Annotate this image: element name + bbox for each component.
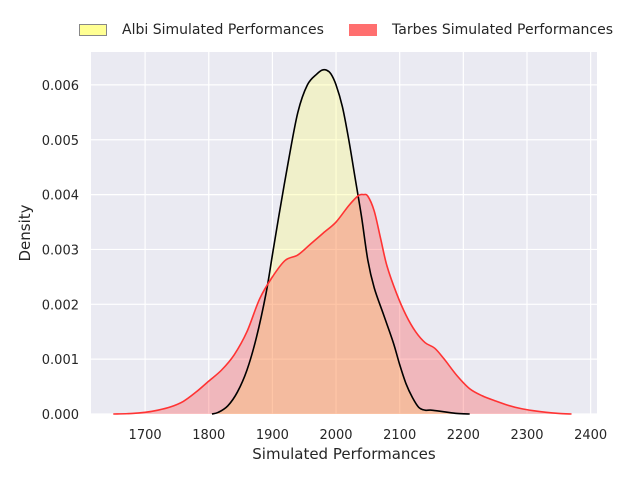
x-tick-label: 1800 xyxy=(192,428,225,443)
x-axis-label: Simulated Performances xyxy=(252,445,436,463)
x-tick-label: 2000 xyxy=(319,428,352,443)
x-tick-label: 2100 xyxy=(383,428,416,443)
y-tick-label: 0.002 xyxy=(42,298,79,313)
y-tick-label: 0.003 xyxy=(42,243,79,258)
y-axis-label: Density xyxy=(16,204,34,261)
legend-label-albi: Albi Simulated Performances xyxy=(122,22,324,38)
x-tick-labels: 1700 1800 1900 2000 2100 2200 2300 2400 xyxy=(129,428,608,443)
density-area-albi xyxy=(211,69,470,414)
y-tick-label: 0.004 xyxy=(42,189,79,204)
density-line-albi xyxy=(211,68,470,415)
legend-item-tarbes: Tarbes Simulated Performances xyxy=(349,19,613,41)
x-tick-label: 1700 xyxy=(129,428,162,443)
y-tick-label: 0.006 xyxy=(42,79,79,94)
legend-swatch-albi xyxy=(79,24,107,36)
grid-lines xyxy=(91,52,597,415)
density-area-tarbes xyxy=(113,194,572,414)
y-tick-label: 0.005 xyxy=(42,134,79,149)
x-tick-label: 2300 xyxy=(510,428,543,443)
density-areas xyxy=(113,69,572,414)
y-tick-label: 0.000 xyxy=(42,408,79,423)
density-line-tarbes xyxy=(113,193,572,415)
legend-swatch-tarbes xyxy=(349,24,377,36)
legend-item-albi: Albi Simulated Performances xyxy=(79,19,324,41)
chart-legend: Albi Simulated Performances Tarbes Simul… xyxy=(0,19,640,41)
y-tick-labels: 0.000 0.001 0.002 0.003 0.004 0.005 0.006 xyxy=(42,79,79,423)
x-tick-label: 1900 xyxy=(256,428,289,443)
x-tick-label: 2400 xyxy=(574,428,607,443)
legend-label-tarbes: Tarbes Simulated Performances xyxy=(392,22,614,38)
y-tick-label: 0.001 xyxy=(42,353,79,368)
x-tick-label: 2200 xyxy=(447,428,480,443)
density-lines xyxy=(113,68,572,415)
